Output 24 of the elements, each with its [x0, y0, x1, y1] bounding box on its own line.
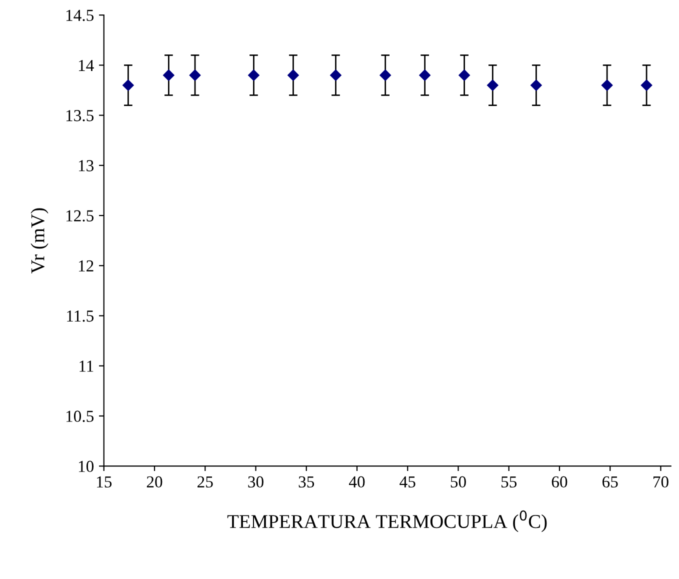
y-tick-label: 10 [78, 460, 94, 472]
x-tick-label: 20 [146, 476, 162, 488]
y-tick-label: 13.5 [66, 110, 94, 122]
y-tick-label: 11.5 [67, 310, 94, 322]
x-tick-label: 70 [653, 476, 668, 488]
y-tick-label: 12 [78, 260, 94, 272]
x-axis-title: TEMPERATURA TERMOCUPLA ($^{0}$C) [227, 510, 547, 532]
x-tick-label: 45 [400, 476, 416, 488]
y-tick-label: 13 [78, 160, 94, 172]
x-tick-label: 25 [198, 476, 213, 488]
x-tick-label: 65 [602, 476, 618, 488]
x-tick-label: 60 [552, 476, 568, 488]
y-tick-label: 10.5 [66, 410, 94, 422]
x-tick-label: 30 [248, 476, 264, 488]
y-tick-label: 12.5 [66, 210, 94, 222]
x-tick-label: 35 [298, 476, 314, 488]
x-tick-label: 55 [501, 476, 517, 488]
y-tick-label: 14 [78, 60, 94, 71]
y-tick-label: 11 [80, 360, 94, 372]
x-tick-label: 15 [97, 476, 112, 488]
y-tick-label: 14.5 [66, 10, 94, 22]
x-tick-label: 40 [348, 476, 365, 488]
y-axis-title: Vr (mV) [30, 208, 48, 274]
x-tick-label: 50 [450, 476, 466, 488]
